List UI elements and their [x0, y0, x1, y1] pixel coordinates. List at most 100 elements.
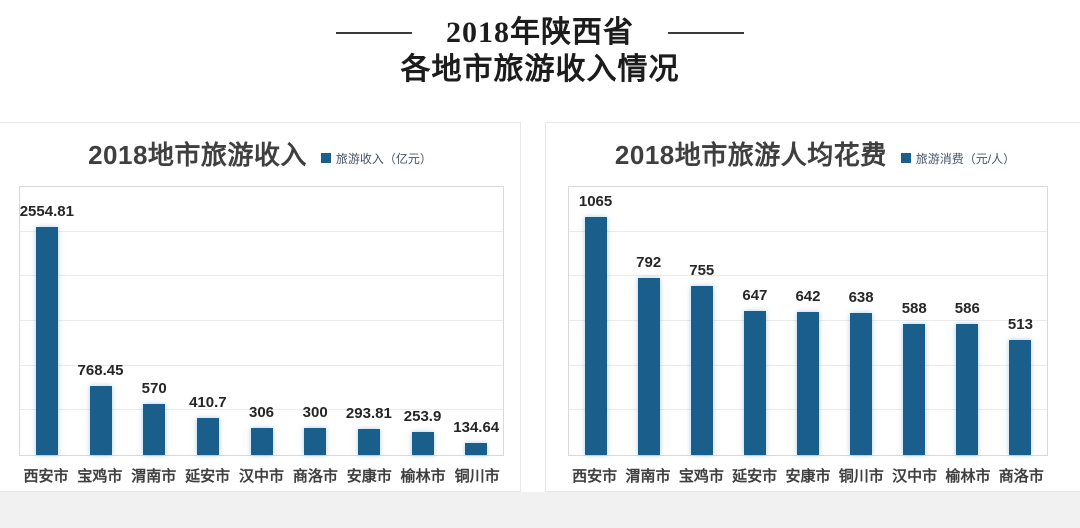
bar-column: 647 — [728, 187, 781, 455]
bar-value-label: 588 — [901, 299, 927, 317]
footer-strip — [0, 492, 1080, 528]
bar-column: 642 — [781, 187, 834, 455]
gridline — [20, 364, 503, 366]
gridline — [20, 230, 503, 232]
bar-value-label: 755 — [689, 262, 715, 280]
main-title: 2018年陕西省 各地市旅游收入情况 — [0, 16, 1080, 86]
bar-column: 638 — [835, 187, 888, 455]
bar — [465, 442, 488, 455]
bar-column: 570 — [127, 187, 181, 455]
bar-column: 755 — [675, 187, 728, 455]
bar-value-label: 768.45 — [77, 362, 124, 380]
bar — [956, 324, 979, 455]
bar-value-label: 513 — [1007, 316, 1033, 334]
plot-area: 2554.81 768.45 570 410.7 306 300 293.81 253.9 13… — [19, 186, 504, 456]
bar-value-label: 586 — [954, 300, 980, 318]
bar — [89, 386, 112, 455]
x-axis-label: 汉中市 — [892, 468, 938, 485]
x-axis-labels: 西安市 宝鸡市 渭南市 延安市 汉中市 商洛市 安康市 榆林市 铜川市 — [19, 465, 504, 486]
bar-value-label: 638 — [848, 288, 874, 306]
bar-value-label: 253.9 — [403, 408, 442, 426]
bar-column: 293.81 — [342, 187, 396, 455]
bar-value-label: 306 — [249, 403, 275, 421]
legend: 旅游收入（亿元） — [320, 150, 432, 167]
bar — [903, 323, 926, 455]
main-title-line2: 各地市旅游收入情况 — [400, 53, 680, 86]
bar — [796, 311, 819, 455]
x-axis-label: 渭南市 — [131, 468, 177, 485]
bar-column: 300 — [288, 187, 342, 455]
bar-column: 253.9 — [396, 187, 450, 455]
x-axis-label: 渭南市 — [625, 468, 671, 485]
gridline — [20, 320, 503, 321]
bar-value-label: 570 — [141, 380, 167, 398]
x-axis-label: 商洛市 — [292, 468, 338, 485]
bar — [196, 418, 219, 455]
bar-column: 1065 — [569, 187, 622, 455]
title-rule-left — [336, 31, 412, 34]
bar-column: 410.7 — [181, 187, 235, 455]
bar — [1009, 340, 1032, 455]
chart-header: 2018地市旅游收入 旅游收入（亿元） — [0, 135, 520, 171]
chart-card-per-capita-spend: 2018地市旅游人均花费 旅游消费（元/人） 1065 792 755 647 642 6… — [545, 122, 1080, 492]
x-axis-label: 西安市 — [23, 468, 69, 485]
chart-title: 2018地市旅游收入 — [88, 139, 307, 170]
gridline — [569, 275, 1047, 277]
gridline — [569, 230, 1047, 232]
bar — [690, 286, 713, 455]
x-axis-label: 榆林市 — [945, 468, 991, 485]
x-axis-label: 宝鸡市 — [77, 468, 123, 485]
bar-column: 588 — [888, 187, 941, 455]
chart-header: 2018地市旅游人均花费 旅游消费（元/人） — [546, 135, 1080, 171]
bar-column: 513 — [994, 187, 1047, 455]
x-axis-label: 铜川市 — [838, 468, 884, 485]
bar-value-label: 1065 — [578, 193, 613, 211]
x-axis-label: 铜川市 — [454, 468, 500, 485]
main-title-row: 2018年陕西省 — [0, 16, 1080, 49]
legend-square-icon — [320, 153, 331, 163]
gridline — [20, 275, 503, 277]
bar — [411, 432, 434, 455]
bar-value-label: 642 — [795, 287, 821, 305]
bar — [637, 278, 660, 455]
x-axis-label: 延安市 — [185, 468, 231, 485]
bar-value-label: 2554.81 — [19, 202, 74, 220]
x-axis-label: 西安市 — [572, 468, 618, 485]
chart-title: 2018地市旅游人均花费 — [614, 139, 887, 170]
x-axis-label: 安康市 — [346, 468, 392, 485]
x-axis-label: 汉中市 — [239, 468, 285, 485]
chart-card-revenue: 2018地市旅游收入 旅游收入（亿元） 2554.81 768.45 570 410.… — [0, 122, 521, 492]
main-title-line1: 2018年陕西省 — [446, 16, 634, 49]
x-axis-label: 榆林市 — [400, 468, 446, 485]
title-rule-right — [668, 31, 744, 34]
bar — [35, 226, 58, 455]
legend-label: 旅游收入（亿元） — [335, 151, 432, 166]
plot-area: 1065 792 755 647 642 638 588 586 513 — [568, 186, 1048, 456]
bar-column: 2554.81 — [20, 187, 74, 455]
bars-row: 2554.81 768.45 570 410.7 306 300 293.81 253.9 13… — [20, 187, 503, 455]
bar-value-label: 134.64 — [453, 418, 500, 436]
bar-value-label: 647 — [742, 286, 768, 304]
legend-square-icon — [900, 153, 911, 163]
gridline — [20, 409, 503, 411]
bars-row: 1065 792 755 647 642 638 588 586 513 — [569, 187, 1047, 455]
bar-value-label: 293.81 — [345, 404, 392, 422]
x-axis-label: 延安市 — [732, 468, 778, 485]
bar-value-label: 792 — [636, 254, 662, 272]
bar-value-label: 300 — [302, 404, 328, 422]
bar — [743, 310, 766, 455]
bar-column: 792 — [622, 187, 675, 455]
bar — [584, 217, 607, 455]
legend-label: 旅游消费（元/人） — [915, 151, 1016, 166]
x-axis-label: 安康市 — [785, 468, 831, 485]
bar-column: 306 — [235, 187, 289, 455]
bar-value-label: 410.7 — [189, 394, 227, 412]
legend: 旅游消费（元/人） — [900, 150, 1016, 167]
bar — [143, 404, 166, 455]
bar — [250, 427, 273, 455]
bar — [357, 428, 380, 455]
x-axis-label: 宝鸡市 — [678, 468, 724, 485]
bar — [304, 428, 327, 455]
x-axis-label: 商洛市 — [998, 468, 1044, 485]
bar-column: 768.45 — [74, 187, 128, 455]
